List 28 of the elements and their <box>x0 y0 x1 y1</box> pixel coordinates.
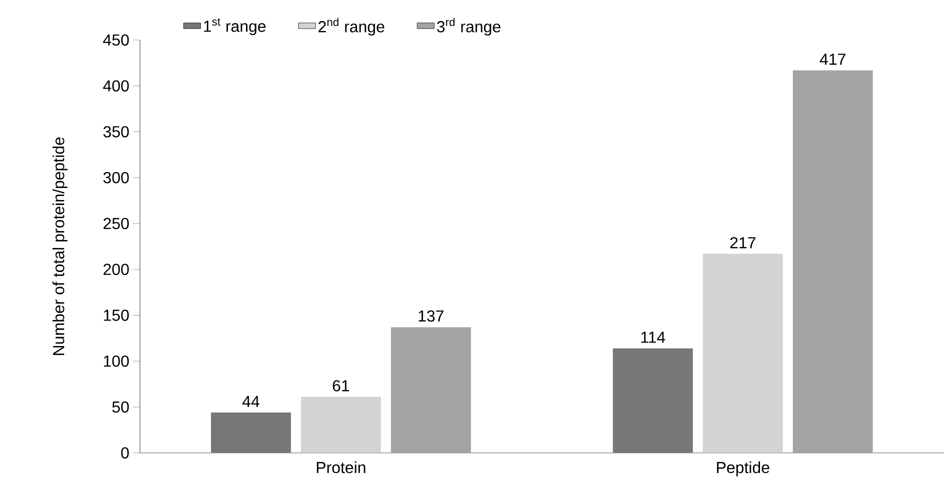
data-label: 217 <box>730 237 756 248</box>
bar <box>612 348 693 453</box>
y-tick-label: 50 <box>112 401 129 413</box>
bar <box>210 412 291 453</box>
bar <box>390 327 471 453</box>
y-axis-title: Number of total protein/peptide <box>52 137 68 355</box>
data-label: 44 <box>242 396 260 408</box>
legend-label: 1$^{st}$ range <box>204 18 266 36</box>
data-label: 417 <box>820 54 846 65</box>
y-tick-label: 450 <box>103 34 129 46</box>
y-tick-label: 150 <box>104 310 129 321</box>
y-tick-label: 300 <box>103 172 129 184</box>
x-tick-label: Protein <box>316 461 366 474</box>
legend-label: 2$^{nd}$ range <box>318 18 384 36</box>
bar <box>702 254 783 453</box>
data-label: 61 <box>332 380 350 392</box>
data-label: 137 <box>418 310 444 322</box>
bar <box>300 396 381 453</box>
y-tick-label: 400 <box>103 80 129 92</box>
bar <box>792 70 873 453</box>
legend-label: 3$^{rd}$ range <box>437 18 500 36</box>
x-tick-label: Peptide <box>717 461 770 476</box>
y-tick-label: 350 <box>103 126 129 138</box>
y-tick-label: 100 <box>104 356 129 367</box>
y-tick-label: 250 <box>104 218 129 230</box>
y-tick-label: 200 <box>104 264 129 276</box>
data-label: 114 <box>641 332 666 343</box>
y-tick-label: 0 <box>121 447 129 459</box>
